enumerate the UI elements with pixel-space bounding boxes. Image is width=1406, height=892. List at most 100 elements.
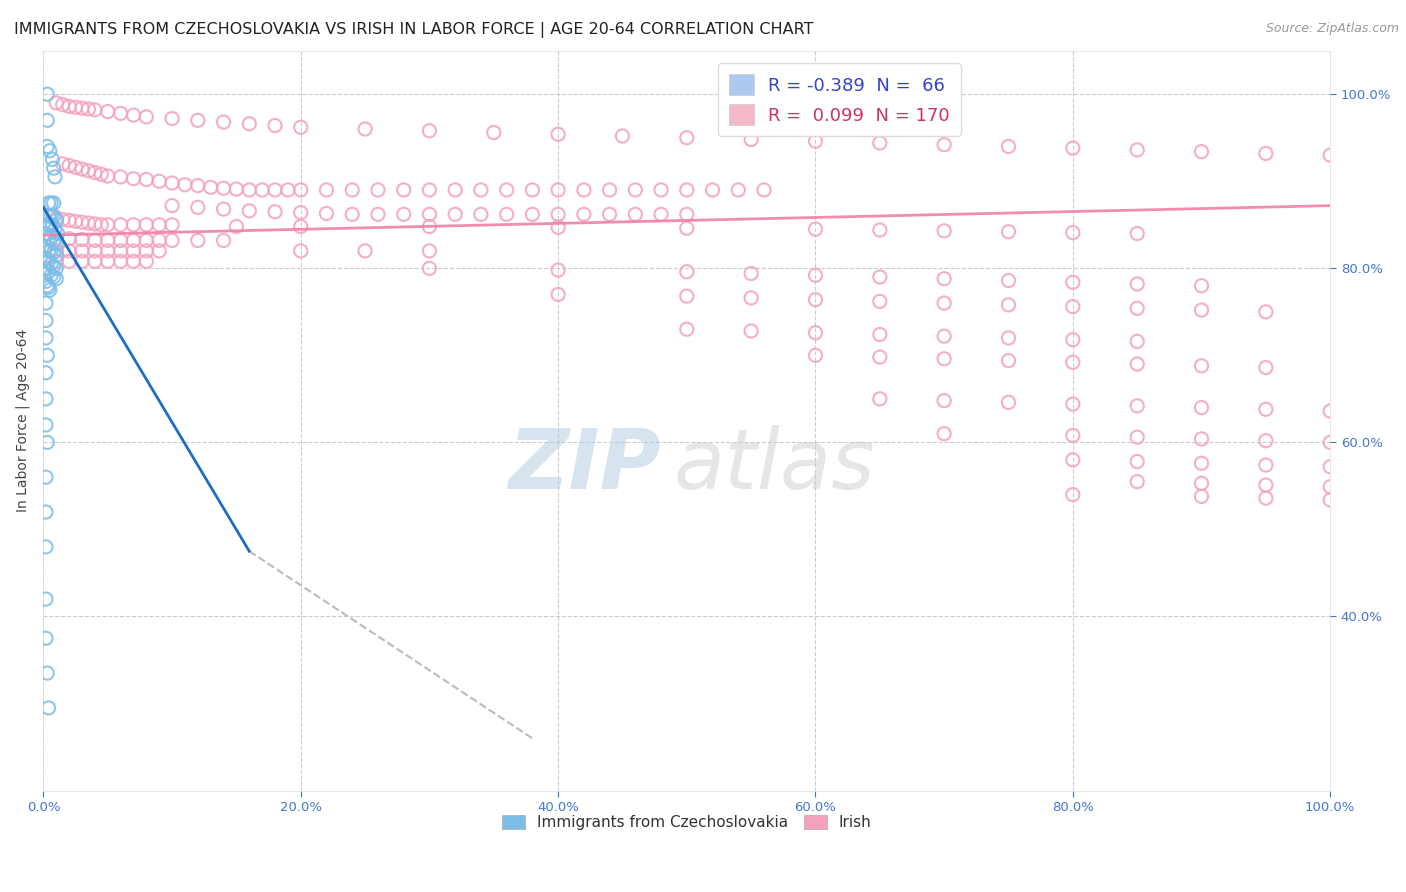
Point xyxy=(160,112,183,126)
Point xyxy=(1191,359,1213,373)
Point xyxy=(495,183,517,197)
Point xyxy=(752,183,775,197)
Point xyxy=(212,181,235,195)
Point xyxy=(418,207,440,221)
Legend: Immigrants from Czechoslovakia, Irish: Immigrants from Czechoslovakia, Irish xyxy=(496,809,877,836)
Point xyxy=(997,331,1019,345)
Point xyxy=(277,183,299,197)
Point xyxy=(675,289,697,303)
Point xyxy=(45,213,67,227)
Point xyxy=(418,219,440,234)
Point xyxy=(122,244,145,258)
Point xyxy=(650,183,672,197)
Point xyxy=(38,244,60,258)
Point xyxy=(444,207,467,221)
Point xyxy=(250,183,273,197)
Point xyxy=(110,106,132,120)
Point xyxy=(42,161,65,176)
Point xyxy=(35,392,58,406)
Point xyxy=(572,183,595,197)
Point xyxy=(45,231,67,245)
Point xyxy=(482,126,505,140)
Point xyxy=(135,254,157,268)
Point xyxy=(1126,357,1149,371)
Point xyxy=(45,244,67,258)
Point xyxy=(110,244,132,258)
Point xyxy=(547,287,569,301)
Point xyxy=(65,161,87,175)
Point xyxy=(135,110,157,124)
Point xyxy=(39,244,62,258)
Point xyxy=(599,207,621,221)
Text: IMMIGRANTS FROM CZECHOSLOVAKIA VS IRISH IN LABOR FORCE | AGE 20-64 CORRELATION C: IMMIGRANTS FROM CZECHOSLOVAKIA VS IRISH … xyxy=(14,22,814,38)
Point xyxy=(997,298,1019,312)
Point xyxy=(1062,428,1084,442)
Point xyxy=(41,153,63,167)
Point xyxy=(1126,475,1149,489)
Point xyxy=(1254,146,1277,161)
Point xyxy=(35,592,58,607)
Point xyxy=(547,263,569,277)
Point xyxy=(1191,432,1213,446)
Point xyxy=(804,134,827,148)
Text: Source: ZipAtlas.com: Source: ZipAtlas.com xyxy=(1265,22,1399,36)
Point xyxy=(444,183,467,197)
Point xyxy=(70,254,93,268)
Point xyxy=(110,234,132,248)
Point xyxy=(37,113,59,128)
Point xyxy=(35,505,58,519)
Point xyxy=(37,139,59,153)
Point xyxy=(38,265,60,279)
Point xyxy=(418,183,440,197)
Point xyxy=(572,207,595,221)
Point xyxy=(39,268,62,283)
Point xyxy=(934,137,956,152)
Point xyxy=(42,260,65,274)
Point xyxy=(45,271,67,285)
Point xyxy=(934,271,956,285)
Point xyxy=(35,331,58,345)
Point xyxy=(1191,401,1213,415)
Point xyxy=(110,254,132,268)
Point xyxy=(367,183,389,197)
Point xyxy=(77,102,100,116)
Point xyxy=(354,122,377,136)
Point xyxy=(934,329,956,343)
Point xyxy=(58,232,80,246)
Point xyxy=(70,233,93,247)
Point xyxy=(1319,148,1341,162)
Point xyxy=(38,280,60,294)
Point xyxy=(804,293,827,307)
Point xyxy=(110,218,132,232)
Point xyxy=(522,183,544,197)
Point xyxy=(1319,480,1341,494)
Point xyxy=(42,270,65,285)
Point xyxy=(52,157,75,171)
Point xyxy=(1062,141,1084,155)
Point xyxy=(187,200,209,214)
Point xyxy=(418,261,440,276)
Point xyxy=(1191,489,1213,503)
Point xyxy=(65,100,87,114)
Point xyxy=(264,183,287,197)
Point xyxy=(37,435,59,450)
Point xyxy=(1319,404,1341,418)
Point xyxy=(1254,434,1277,448)
Point xyxy=(35,296,58,310)
Point xyxy=(1062,355,1084,369)
Point xyxy=(997,353,1019,368)
Point xyxy=(675,130,697,145)
Point xyxy=(997,395,1019,409)
Point xyxy=(624,207,647,221)
Point xyxy=(58,213,80,227)
Point xyxy=(547,127,569,141)
Point xyxy=(315,206,337,220)
Point xyxy=(740,324,762,338)
Point xyxy=(1191,278,1213,293)
Point xyxy=(58,254,80,268)
Point xyxy=(122,171,145,186)
Point xyxy=(187,178,209,193)
Point xyxy=(35,417,58,432)
Point xyxy=(342,207,364,221)
Point xyxy=(187,234,209,248)
